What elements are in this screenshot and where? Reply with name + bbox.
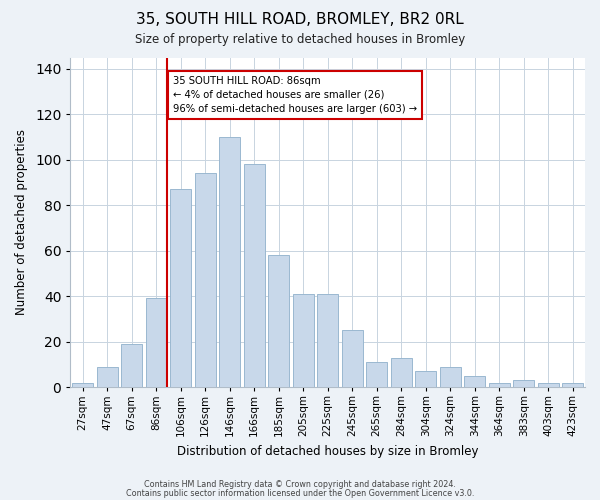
Bar (366, 362, 387, 387)
Bar (514, 380, 534, 387)
Bar (391, 358, 412, 387)
Bar (464, 376, 485, 387)
Text: Size of property relative to detached houses in Bromley: Size of property relative to detached ho… (135, 32, 465, 46)
Bar (146, 298, 167, 387)
Bar (342, 330, 362, 387)
Bar (538, 382, 559, 387)
Bar (562, 382, 583, 387)
X-axis label: Distribution of detached houses by size in Bromley: Distribution of detached houses by size … (177, 444, 478, 458)
Bar (219, 137, 240, 387)
Text: Contains HM Land Registry data © Crown copyright and database right 2024.: Contains HM Land Registry data © Crown c… (144, 480, 456, 489)
Bar (489, 382, 509, 387)
Bar (440, 366, 461, 387)
Bar (72, 382, 93, 387)
Bar (170, 190, 191, 387)
Y-axis label: Number of detached properties: Number of detached properties (15, 130, 28, 316)
Bar (121, 344, 142, 387)
Bar (97, 366, 118, 387)
Bar (244, 164, 265, 387)
Text: Contains public sector information licensed under the Open Government Licence v3: Contains public sector information licen… (126, 488, 474, 498)
Text: 35, SOUTH HILL ROAD, BROMLEY, BR2 0RL: 35, SOUTH HILL ROAD, BROMLEY, BR2 0RL (136, 12, 464, 28)
Bar (317, 294, 338, 387)
Text: 35 SOUTH HILL ROAD: 86sqm
← 4% of detached houses are smaller (26)
96% of semi-d: 35 SOUTH HILL ROAD: 86sqm ← 4% of detach… (173, 76, 418, 114)
Bar (293, 294, 314, 387)
Bar (415, 371, 436, 387)
Bar (268, 256, 289, 387)
Bar (195, 174, 215, 387)
